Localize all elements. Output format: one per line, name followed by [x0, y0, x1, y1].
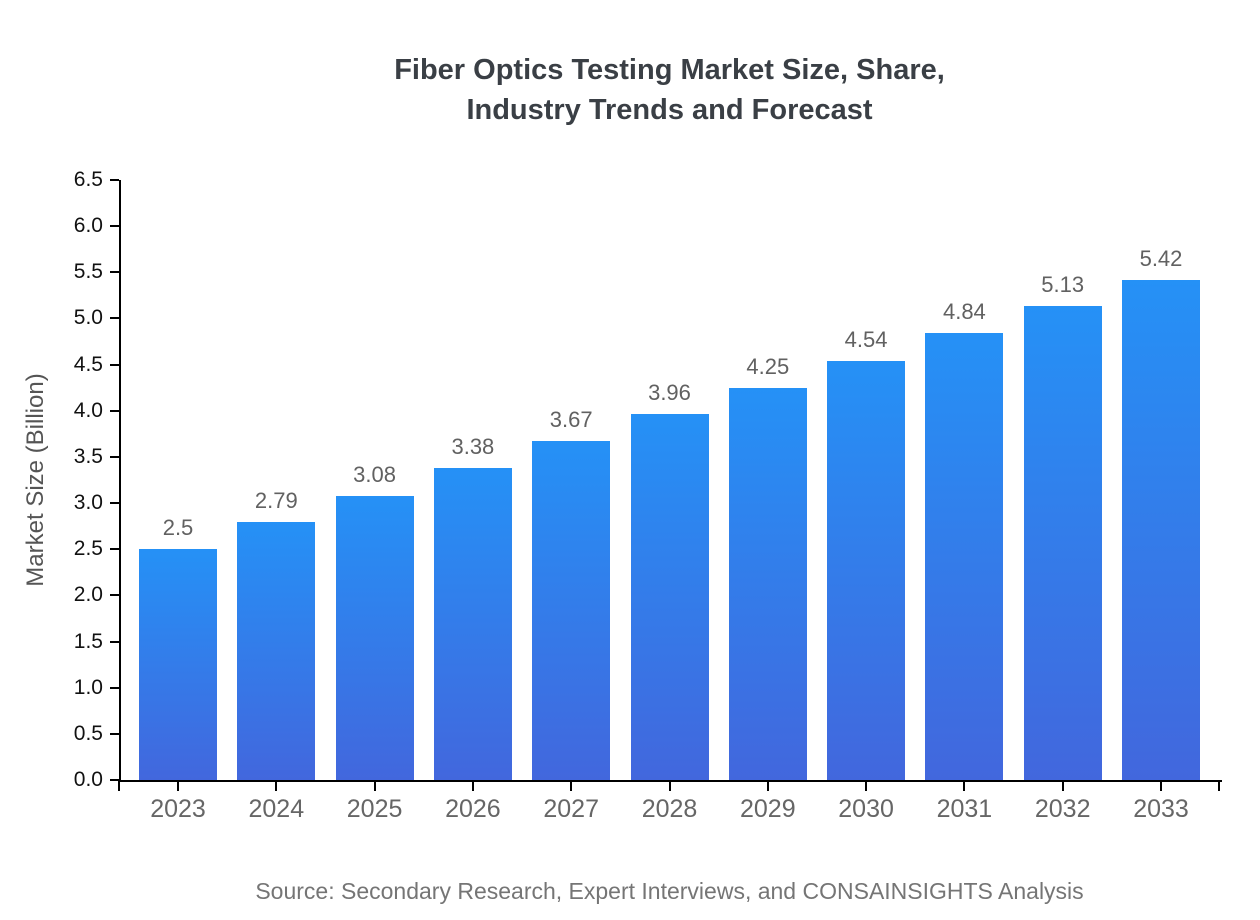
y-axis-tick-label: 5.5: [73, 260, 103, 284]
bar-2031: [925, 333, 1004, 780]
x-axis-tick: [570, 780, 573, 791]
bar-2024: [237, 522, 316, 780]
y-axis-tick-label: 1.0: [73, 675, 103, 699]
y-axis-tick: [110, 502, 119, 505]
y-axis-tick: [110, 732, 119, 735]
chart-title-line2: Industry Trends and Forecast: [466, 94, 873, 126]
x-axis-tick: [1061, 780, 1064, 791]
x-axis-tick-label-2030: 2030: [838, 795, 894, 823]
bar-2030: [827, 360, 906, 780]
y-axis-tick: [110, 225, 119, 228]
bar-value-label-2028: 3.96: [648, 380, 691, 406]
x-axis-tick: [668, 780, 671, 791]
y-axis-tick-label: 6.5: [73, 168, 103, 191]
y-axis-tick: [110, 271, 119, 274]
chart-title-line1: Fiber Optics Testing Market Size, Share,: [394, 54, 945, 86]
x-axis-end-tick: [1218, 780, 1220, 791]
bar-2027: [532, 441, 611, 780]
y-axis-tick: [110, 640, 119, 643]
x-axis-tick-label-2033: 2033: [1133, 795, 1189, 823]
x-axis-tick-label-2025: 2025: [346, 795, 403, 823]
x-axis-tick-label-2024: 2024: [248, 795, 305, 823]
y-axis-tick-label: 6.0: [73, 214, 103, 238]
y-axis-tick-label: 0.0: [73, 768, 103, 791]
bar-value-label-2024: 2.79: [254, 488, 298, 514]
y-axis-tick-label: 2.0: [73, 583, 103, 607]
plot-area: [119, 180, 1222, 782]
y-axis-tick: [110, 179, 119, 181]
x-axis-tick-label-2029: 2029: [739, 795, 796, 823]
source-attribution: Source: Secondary Research, Expert Inter…: [255, 878, 1084, 904]
y-axis-tick: [110, 548, 119, 551]
y-axis-tick-label: 3.5: [73, 444, 103, 468]
x-axis-tick: [471, 780, 474, 791]
x-axis-tick: [865, 780, 868, 791]
bar-value-label-2031: 4.84: [942, 299, 986, 325]
x-axis-tick-label-2028: 2028: [641, 795, 698, 823]
y-axis-tick-label: 0.5: [73, 721, 103, 745]
x-axis-tick: [963, 780, 966, 791]
bar-2025: [335, 495, 414, 780]
x-axis-tick: [766, 780, 769, 791]
x-axis-tick-label-2023: 2023: [150, 795, 206, 823]
y-axis-tick: [110, 594, 119, 597]
x-axis-tick: [177, 780, 179, 791]
x-axis-tick-label-2032: 2032: [1034, 795, 1091, 823]
bar-value-label-2023: 2.5: [162, 515, 194, 541]
y-axis-tick: [110, 455, 119, 458]
x-axis-tick: [1160, 780, 1162, 791]
bar-2029: [728, 387, 807, 780]
y-axis-tick: [110, 317, 119, 320]
y-axis-tick-label: 3.0: [73, 491, 103, 515]
y-axis-tick: [110, 779, 119, 781]
y-axis-tick-label: 5.0: [73, 306, 103, 330]
bar-2032: [1023, 306, 1102, 780]
y-axis-tick-label: 1.5: [73, 629, 103, 653]
bar-2026: [433, 468, 512, 780]
y-axis-tick-label: 2.5: [73, 537, 103, 561]
bar-value-label-2025: 3.08: [353, 461, 396, 487]
x-axis-tick-label-2027: 2027: [543, 795, 599, 823]
bar-value-label-2032: 5.13: [1041, 272, 1085, 298]
x-axis-end-tick: [118, 780, 120, 791]
bar-value-label-2027: 3.67: [549, 407, 593, 433]
bar-value-label-2030: 4.54: [844, 326, 888, 352]
bar-value-label-2033: 5.42: [1139, 245, 1183, 271]
y-axis-title: Market Size (Billion): [22, 373, 49, 587]
bar-2033: [1122, 279, 1200, 780]
x-axis-tick: [275, 780, 278, 791]
chart-title: Fiber Optics Testing Market Size, Share,…: [119, 50, 1220, 130]
x-axis-tick-label-2031: 2031: [936, 795, 993, 823]
y-axis-tick-label: 4.5: [73, 352, 103, 376]
bar-value-label-2026: 3.38: [451, 434, 495, 459]
x-axis-tick: [373, 780, 376, 791]
bar-value-label-2029: 4.25: [746, 353, 790, 379]
y-axis-tick: [110, 409, 119, 412]
x-axis-tick-label-2026: 2026: [445, 795, 501, 823]
y-axis-tick: [110, 686, 119, 689]
y-axis-tick: [110, 363, 119, 366]
bar-2023: [139, 549, 217, 780]
bar-2028: [630, 414, 709, 780]
y-axis-tick-label: 4.0: [73, 398, 103, 422]
